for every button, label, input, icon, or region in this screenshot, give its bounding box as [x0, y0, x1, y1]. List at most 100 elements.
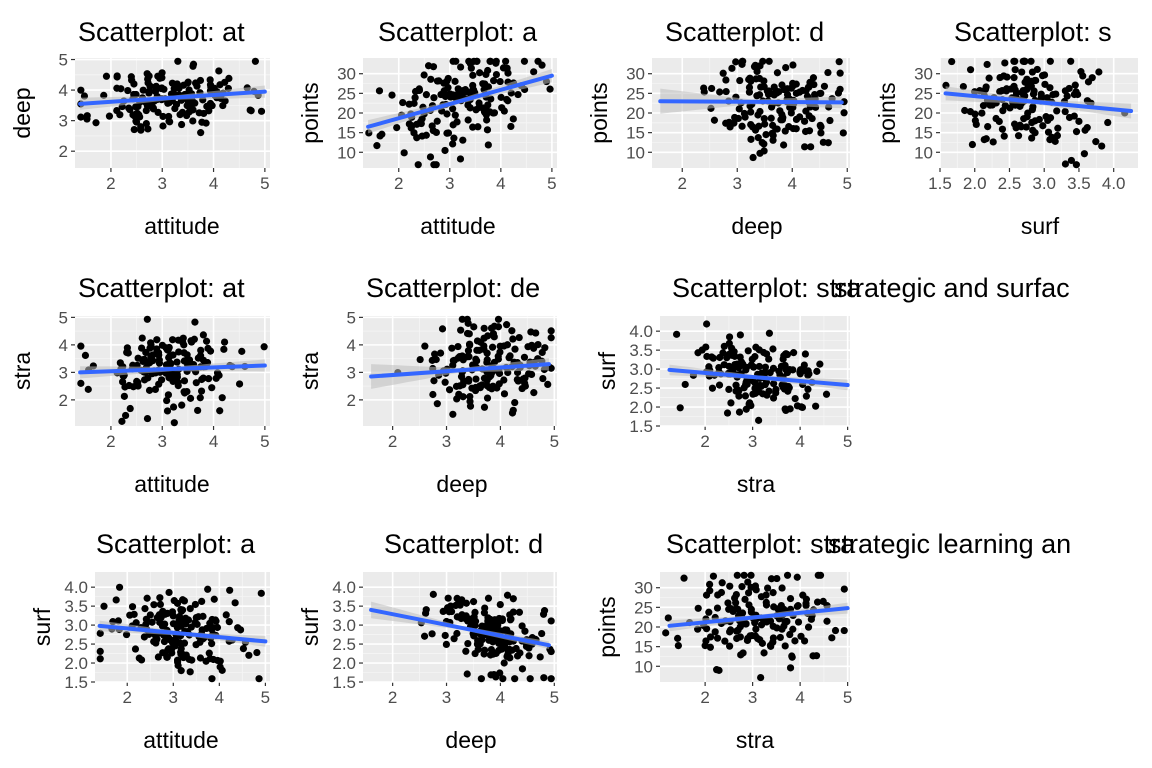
data-point	[459, 136, 467, 144]
trend-line	[366, 73, 554, 129]
data-point	[978, 109, 986, 117]
data-point	[153, 345, 161, 353]
data-point	[1046, 57, 1054, 65]
data-point	[722, 76, 730, 84]
data-point	[966, 108, 974, 116]
data-point	[1077, 68, 1085, 76]
data-point	[114, 617, 122, 625]
data-point	[115, 583, 124, 591]
data-point	[113, 73, 121, 81]
data-point	[212, 374, 220, 382]
data-point	[159, 112, 167, 121]
data-point	[169, 403, 178, 411]
data-point	[789, 79, 797, 88]
data-point	[474, 123, 482, 131]
data-point	[464, 639, 472, 648]
data-point	[428, 630, 436, 638]
data-point	[441, 92, 450, 101]
data-point	[752, 75, 760, 83]
data-point	[726, 582, 734, 590]
data-point	[124, 86, 132, 95]
data-point	[804, 385, 812, 393]
scatter-panel-9: 2 3 4 5 1.52.02.53.03.54.0 deep surf Scatterplo…	[297, 529, 559, 753]
data-point	[755, 362, 763, 371]
data-point	[540, 607, 549, 615]
data-point	[802, 392, 810, 400]
data-point	[518, 384, 526, 393]
data-point	[662, 629, 670, 637]
data-point	[481, 604, 489, 612]
data-point	[715, 666, 723, 674]
data-point	[496, 601, 504, 609]
data-point	[1044, 128, 1053, 136]
data-point	[810, 80, 818, 89]
y-tick-label: 25	[626, 84, 645, 103]
data-point	[155, 351, 163, 359]
data-point	[725, 385, 733, 393]
data-point	[798, 403, 807, 412]
data-point	[504, 97, 512, 105]
y-tick-label: 5	[59, 51, 68, 70]
data-point	[433, 77, 442, 85]
data-point	[741, 113, 749, 121]
y-tick-label: 5	[347, 308, 356, 327]
y-tick-label: 5	[59, 308, 68, 327]
data-point	[438, 325, 447, 333]
data-point	[1071, 81, 1079, 89]
data-point	[245, 651, 253, 659]
data-point	[470, 323, 478, 331]
data-point	[820, 82, 829, 90]
data-point	[527, 370, 536, 379]
y-tick-label: 4.0	[64, 578, 88, 597]
data-point	[375, 87, 384, 95]
data-point	[464, 116, 472, 124]
data-point	[416, 355, 424, 364]
data-point	[174, 661, 182, 670]
y-tick-label: 10	[634, 657, 653, 676]
data-point	[706, 643, 714, 651]
data-point	[709, 354, 717, 362]
data-point	[457, 63, 465, 71]
y-tick-label: 2.0	[629, 398, 653, 417]
data-point	[989, 138, 997, 146]
data-point	[180, 357, 188, 365]
data-point	[1046, 84, 1054, 92]
data-point	[765, 355, 773, 363]
data-point	[732, 605, 740, 613]
data-point	[158, 74, 166, 82]
data-point	[528, 341, 536, 349]
data-point	[498, 104, 506, 112]
data-point	[118, 378, 127, 386]
data-point	[202, 337, 211, 345]
data-point	[765, 57, 773, 65]
data-point	[734, 114, 742, 123]
data-point	[149, 104, 157, 112]
data-point	[732, 381, 740, 389]
data-point	[77, 113, 85, 121]
data-point	[247, 107, 255, 115]
data-point	[762, 591, 770, 599]
data-point	[463, 315, 471, 323]
data-point	[711, 628, 719, 636]
data-point	[490, 109, 499, 117]
data-point	[81, 351, 90, 359]
data-point	[495, 646, 503, 655]
data-point	[992, 114, 1000, 123]
data-point	[480, 646, 489, 654]
data-point	[727, 349, 735, 357]
data-point	[410, 99, 418, 107]
data-point	[207, 83, 215, 92]
data-point	[202, 624, 211, 633]
data-point	[496, 342, 504, 350]
x-tick-label: 5	[547, 174, 556, 193]
panel-title: Scatterplot: stra	[672, 273, 862, 303]
data-point	[998, 125, 1007, 133]
x-tick-label: 3.0	[1032, 174, 1056, 193]
y-axis-label: surf	[29, 607, 55, 646]
data-point	[708, 84, 716, 93]
y-tick-label: 2.5	[332, 635, 356, 654]
data-point	[420, 71, 428, 79]
data-point	[127, 73, 135, 81]
data-point	[452, 382, 461, 390]
